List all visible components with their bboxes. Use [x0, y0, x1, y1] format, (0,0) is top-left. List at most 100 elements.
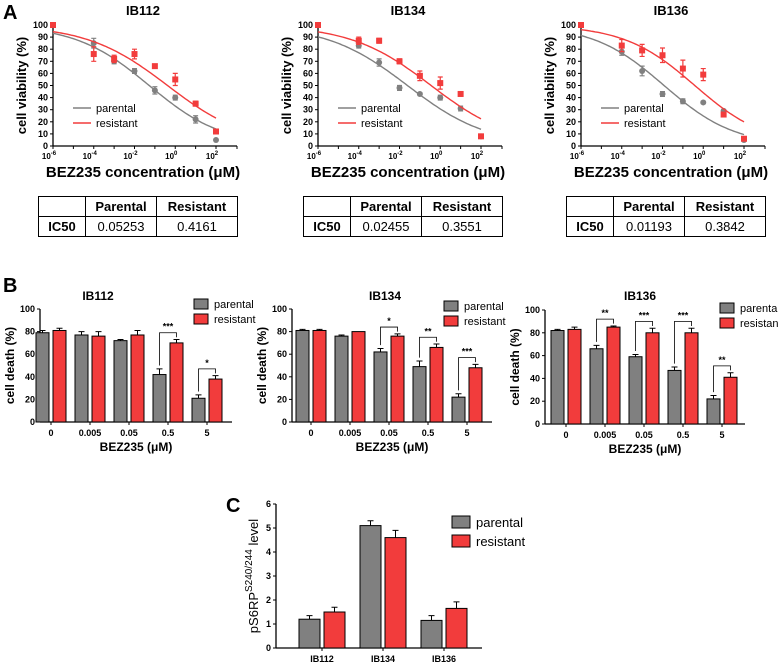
x-tick-label: 100	[693, 151, 706, 161]
x-tick-exponent: -4	[92, 151, 98, 157]
table-header-resistant: Resistant	[421, 196, 503, 217]
y-axis-label: cell death (%)	[508, 328, 522, 405]
y-tick-label: 80	[530, 328, 540, 338]
significance-stars: **	[718, 355, 726, 365]
table-header-resistant: Resistant	[684, 196, 766, 217]
x-axis-label: BEZ235 concentration (μM)	[311, 164, 505, 181]
bar-resistant	[130, 334, 145, 423]
x-tick-exponent: 2	[480, 151, 484, 157]
data-point-parental	[396, 84, 403, 91]
legend-label-parental: parental	[214, 299, 254, 311]
significance-stars: ***	[462, 347, 473, 357]
legend-swatch-resistant	[443, 315, 459, 327]
x-tick-label: 0.05	[120, 428, 138, 438]
x-tick-base: 10	[570, 152, 579, 161]
x-tick-base: 10	[651, 152, 660, 161]
y-tick-label: 80	[25, 327, 35, 337]
x-tick-label: 0	[48, 428, 53, 438]
error-bar-resistant	[453, 601, 460, 609]
data-point-resistant	[396, 58, 403, 65]
data-point-resistant	[355, 37, 362, 44]
table-corner	[566, 196, 614, 217]
y-tick-label: 70	[38, 56, 48, 66]
y-tick-label: 20	[277, 394, 287, 404]
data-point-resistant	[111, 55, 118, 62]
y-tick-label: 0	[43, 141, 48, 151]
table-corner	[38, 196, 86, 217]
y-tick-label: 30	[303, 105, 313, 115]
error-bar-resistant	[688, 327, 695, 333]
significance-bracket	[635, 321, 653, 352]
legend-label-parental: parental	[740, 303, 778, 315]
error-bar-resistant	[212, 375, 219, 380]
bar-resistant	[384, 537, 407, 649]
ic50-parental: 0.01193	[613, 216, 685, 237]
y-tick-label: 90	[38, 32, 48, 42]
bar-chart-IB134: IB134 0 20 40 60 80 100 0 0.005 0.05 * 0.5 ** 5 *** BEZ…	[255, 289, 506, 454]
x-tick-exponent: 0	[174, 151, 178, 157]
x-tick-exponent: 0	[702, 151, 706, 157]
error-bar-parental	[306, 615, 313, 620]
x-axis-label: BEZ235 (μM)	[356, 440, 429, 454]
data-point-parental	[213, 136, 219, 143]
fit-curve-parental	[580, 34, 745, 136]
x-axis-label: BEZ235 (μM)	[609, 442, 682, 456]
legend-label-parental: parental	[96, 103, 136, 115]
y-tick-label: 100	[561, 20, 576, 30]
y-tick-label: 6	[266, 499, 271, 509]
panel-label-A: A	[3, 2, 17, 24]
legend-label-resistant: resistant	[96, 118, 138, 130]
legend-label-resistant: resistant	[624, 118, 666, 130]
legend-swatch-parental	[451, 515, 471, 529]
legend-swatch-resistant	[193, 313, 209, 325]
data-point-resistant	[618, 42, 625, 49]
x-tick-exponent: -6	[316, 151, 322, 157]
y-axis-label: cell viability (%)	[542, 37, 557, 135]
y-tick-label: 0	[535, 419, 540, 429]
y-tick-label: 70	[566, 56, 576, 66]
legend-swatch-resistant	[719, 317, 735, 329]
significance-stars: **	[601, 308, 609, 318]
x-tick-exponent: -6	[579, 151, 585, 157]
x-tick-exponent: 0	[439, 151, 443, 157]
y-tick-label: 60	[530, 351, 540, 361]
ic50-table-IB112: Parental Resistant IC50 0.05253 0.4161	[38, 196, 238, 237]
y-tick-label: 50	[303, 81, 313, 91]
bar-resistant	[323, 611, 346, 649]
legend-label-resistant: resistant	[361, 118, 403, 130]
x-tick-base: 10	[42, 152, 51, 161]
x-tick-base: 10	[165, 152, 174, 161]
x-tick-exponent: -4	[620, 151, 626, 157]
y-tick-label: 100	[33, 20, 48, 30]
y-label-tail: level	[246, 519, 261, 549]
bar-parental	[334, 335, 349, 423]
y-tick-label: 40	[25, 372, 35, 382]
error-bar-parental	[367, 520, 374, 526]
bar-parental	[550, 330, 565, 425]
significance-stars: ***	[639, 310, 650, 320]
x-tick-label: 5	[464, 428, 469, 438]
y-label-superscript: S240/244	[244, 549, 255, 592]
data-point-parental	[639, 67, 646, 74]
data-point-resistant	[639, 47, 646, 54]
x-tick-label: 10-6	[307, 151, 322, 161]
bar-chart-IB136: IB136 0 20 40 60 80 100 0 0.005 ** 0.05 *** 0.5 *** 5 *…	[508, 289, 778, 456]
data-point-resistant	[172, 76, 179, 83]
y-tick-label: 0	[266, 643, 271, 653]
y-tick-label: 50	[38, 81, 48, 91]
y-tick-label: 40	[38, 93, 48, 103]
data-point-parental	[437, 94, 444, 101]
y-tick-label: 60	[277, 349, 287, 359]
y-tick-label: 2	[266, 595, 271, 605]
ic50-parental: 0.02455	[350, 216, 422, 237]
error-bar-resistant	[331, 606, 338, 612]
x-tick-label: 102	[206, 151, 219, 161]
significance-bracket	[596, 318, 614, 342]
y-tick-label: 20	[566, 117, 576, 127]
legend-label-parental: parental	[464, 301, 504, 313]
significance-stars: ***	[163, 322, 174, 332]
table-row-label: IC50	[38, 216, 86, 237]
bar-parental	[412, 366, 427, 423]
